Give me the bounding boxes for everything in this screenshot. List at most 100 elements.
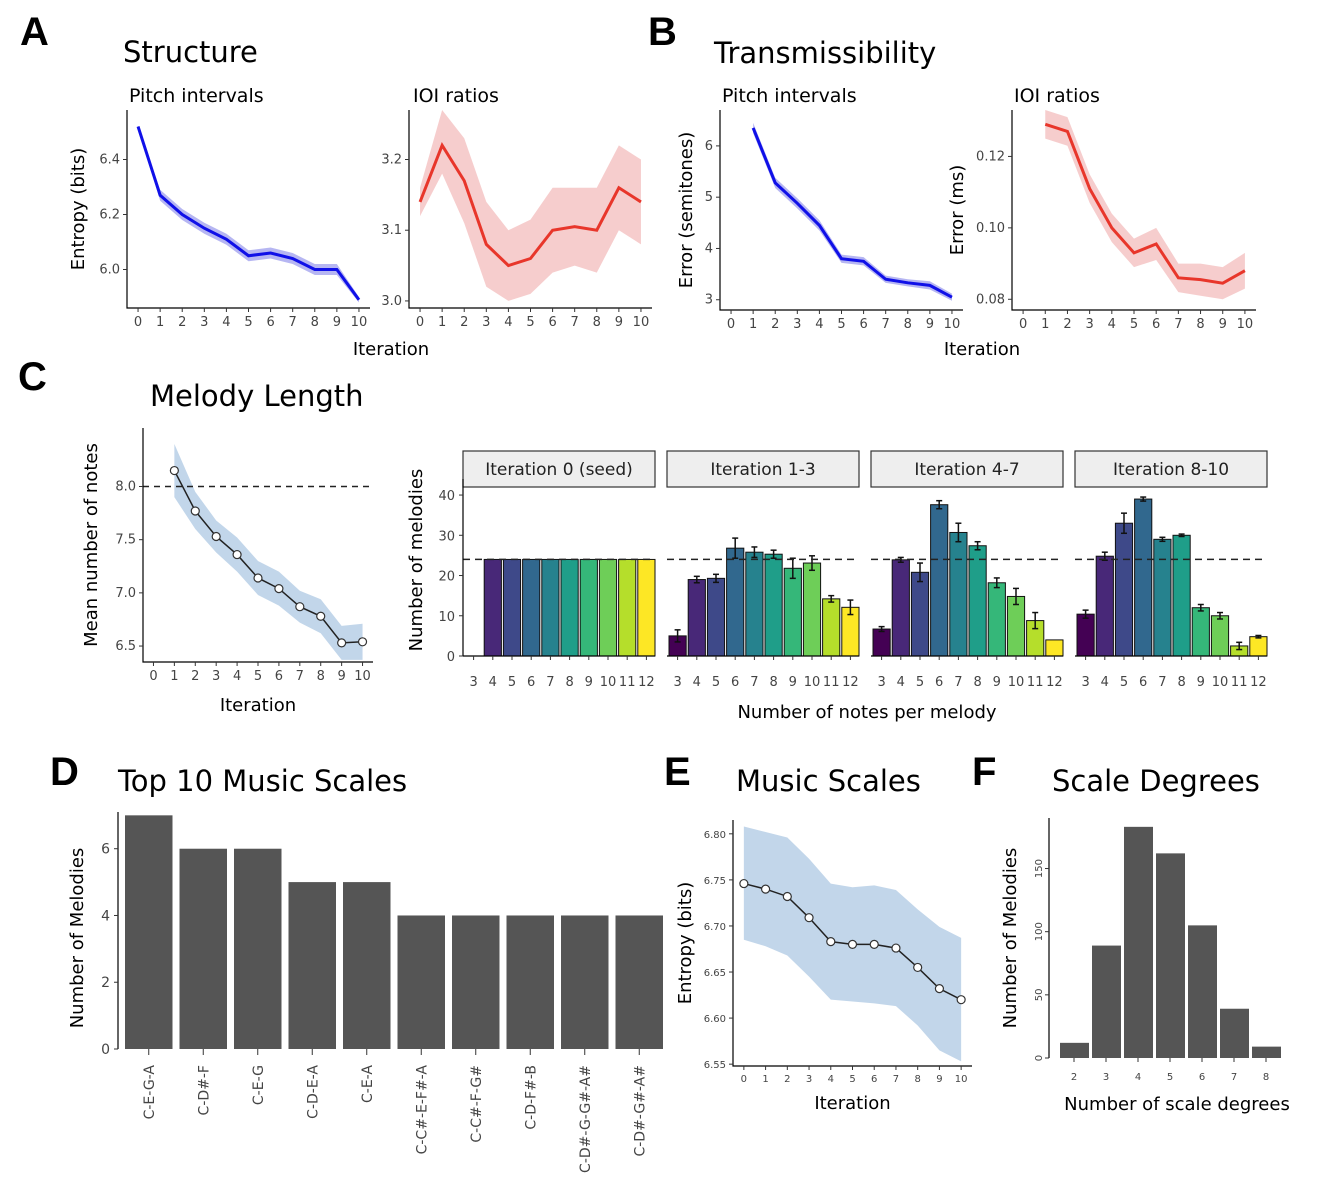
- data-point: [869, 939, 879, 949]
- y-tick-label: 2: [101, 975, 110, 991]
- data-point: [804, 913, 814, 923]
- bar: [745, 551, 764, 657]
- x-tick-label: 5: [1167, 1072, 1173, 1083]
- x-tick-label: 10: [633, 315, 650, 330]
- x-tick-label: 2: [1071, 1072, 1077, 1083]
- y-tick-label: 7.0: [115, 586, 136, 601]
- bar: [706, 577, 726, 657]
- y-axis-label: Entropy (bits): [68, 148, 89, 271]
- x-tick-label: 8: [311, 315, 319, 330]
- bar: [560, 558, 579, 657]
- y-tick-label: 6: [101, 842, 110, 858]
- chart-b2: 0.08 0.10 0.12 0 1 2 3 4 5 6 7 8 9 10 IOI ratios Error …: [947, 85, 1256, 332]
- data-point: [316, 611, 326, 621]
- bar: [343, 882, 391, 1049]
- x-tick-label: 8: [593, 315, 601, 330]
- data-point: [337, 638, 347, 648]
- y-axis-label: Number of melodies: [406, 469, 427, 652]
- x-tick-label: 1: [1041, 317, 1049, 332]
- x-tick-label: 3: [212, 669, 220, 684]
- data-point: [826, 937, 836, 947]
- x-tick-label: 5: [244, 315, 252, 330]
- y-tick-label: 0: [101, 1042, 110, 1058]
- panel-title-b: Transmissibility: [713, 36, 936, 70]
- y-tick-label: 6.4: [99, 153, 120, 168]
- x-tick-label: 3: [806, 1074, 812, 1085]
- x-tick-label: 0: [1019, 317, 1027, 332]
- chart-a2: 3.0 3.1 3.2 0 1 2 3 4 5 6 7 8 9 10 IOI ratios: [381, 85, 652, 330]
- facet-4: Iteration 8-10 3 4 5 6 7 8 9 10 11 12: [1074, 450, 1268, 690]
- chart-c1: 6.5 7.0 7.5 8.0 0 1 2 3 4 5 6 7 8 9 10 Mean number of n…: [81, 428, 373, 716]
- x-tick-label: C-C#-E-F#-A: [414, 1065, 430, 1155]
- x-tick-label: 7: [571, 315, 579, 330]
- chart-subtitle: IOI ratios: [413, 85, 499, 107]
- x-tick-label: 1: [749, 317, 757, 332]
- chart-e: 6.55 6.60 6.65 6.70 6.75 6.80 0 1 2 3 4 5 6 7 8 9 10 Entr…: [675, 820, 972, 1114]
- x-tick-label: 8: [565, 675, 573, 690]
- x-tick-label: 0: [416, 315, 424, 330]
- x-tick-label: 3: [1085, 317, 1093, 332]
- data-point: [782, 891, 792, 902]
- y-tick-label: 0.08: [976, 292, 1005, 307]
- x-tick-label: 6: [266, 315, 274, 330]
- y-tick-label: 100: [1034, 922, 1045, 941]
- bar: [783, 567, 802, 657]
- series-line: [136, 126, 361, 301]
- x-tick-label: C-D#-G#-A#: [632, 1065, 648, 1157]
- x-tick-label: 10: [1008, 675, 1025, 690]
- x-tick-label: 9: [585, 675, 593, 690]
- data-point: [891, 943, 901, 953]
- facet-3: Iteration 4-7 3 4 5 6 7 8 9 10 11 12: [870, 450, 1064, 690]
- x-tick-label: 10: [351, 315, 368, 330]
- y-tick-label: 6.75: [704, 876, 726, 887]
- x-tick-label: 5: [508, 675, 516, 690]
- panel-title-c: Melody Length: [150, 379, 363, 413]
- x-tick-label: 3: [469, 675, 477, 690]
- bar: [1153, 538, 1172, 657]
- panel-title-d: Top 10 Music Scales: [117, 764, 407, 798]
- x-tick-label: 5: [916, 675, 924, 690]
- x-tick-label: 12: [1250, 675, 1267, 690]
- x-tick-label: 6: [1199, 1072, 1205, 1083]
- x-tick-label: C-E-G-A: [142, 1065, 158, 1120]
- x-tick-label: C-D-F#-B: [523, 1065, 539, 1130]
- ci-band: [753, 122, 952, 301]
- data-point: [295, 602, 305, 612]
- x-tick-label: 7: [546, 675, 554, 690]
- x-tick-label: 5: [712, 675, 720, 690]
- x-tick-label: 2: [191, 669, 199, 684]
- y-axis-label: Error (semitones): [676, 132, 697, 289]
- x-tick-label: 5: [837, 317, 845, 332]
- bar: [802, 562, 822, 657]
- y-tick-label: 3.2: [381, 153, 402, 168]
- axis-lines: [408, 110, 652, 309]
- bar: [949, 531, 968, 657]
- data-point: [232, 549, 242, 560]
- panel-label-a: A: [20, 10, 49, 54]
- x-tick-label: 8: [317, 669, 325, 684]
- x-tick-label: 4: [828, 1074, 834, 1085]
- bar: [1092, 945, 1121, 1058]
- x-axis-label: Iteration: [814, 1093, 890, 1114]
- x-tick-label: 10: [600, 675, 617, 690]
- bar: [1124, 826, 1153, 1058]
- bar: [179, 848, 227, 1049]
- x-tick-label: 3: [673, 675, 681, 690]
- y-axis-label: Number of Melodies: [1000, 848, 1021, 1029]
- bar: [1114, 522, 1134, 657]
- x-tick-label: 6: [275, 669, 283, 684]
- bar: [930, 504, 949, 657]
- bar: [541, 558, 560, 657]
- axis-lines: [142, 428, 373, 663]
- bar: [1210, 615, 1230, 657]
- x-tick-label: 9: [926, 317, 934, 332]
- x-tick-label: 9: [1219, 317, 1227, 332]
- x-tick-label: 4: [1108, 317, 1116, 332]
- bar: [687, 579, 706, 657]
- series-line: [173, 470, 363, 644]
- x-tick-label: 3: [793, 317, 801, 332]
- x-tick-label: 9: [936, 1074, 942, 1085]
- x-tick-label: 2: [460, 315, 468, 330]
- x-tick-label: 7: [289, 315, 297, 330]
- x-tick-label: 9: [333, 315, 341, 330]
